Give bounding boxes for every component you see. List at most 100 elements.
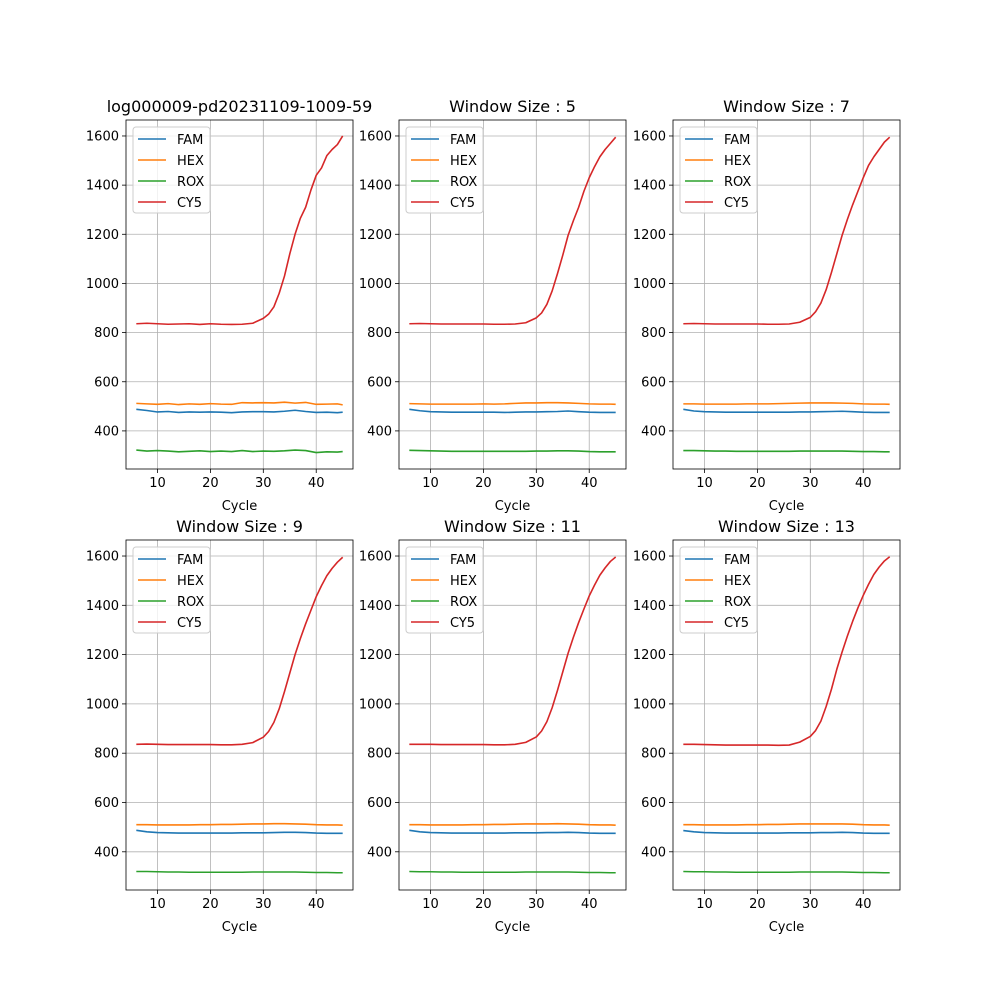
chart-title: Window Size : 11 <box>444 517 581 536</box>
series-line-hex <box>409 401 616 406</box>
series-line-hex <box>136 822 343 826</box>
y-tick-label: 1000 <box>359 277 392 292</box>
y-tick-label: 1200 <box>359 648 392 663</box>
chart-panel-3: 10 20 30 40 400 600 800 1000 1200 1400 1600 Cycle Wi… <box>633 97 901 514</box>
series-line-cy5 <box>136 556 344 746</box>
y-tick-label: 1400 <box>359 179 392 194</box>
y-tick-label: 1000 <box>633 697 666 712</box>
x-axis-label: Cycle <box>495 499 531 514</box>
x-tick-label: 10 <box>696 476 713 491</box>
y-tick-label: 1400 <box>633 179 666 194</box>
y-tick-label: 1200 <box>633 228 666 243</box>
x-tick-label: 20 <box>475 476 492 491</box>
series-line-hex <box>683 823 890 826</box>
y-tick-label: 1200 <box>633 648 666 663</box>
series-line-fam <box>136 829 343 835</box>
series-line-rox <box>683 870 890 874</box>
y-tick-label: 1600 <box>633 129 666 144</box>
x-tick-label: 30 <box>802 897 819 912</box>
y-tick-label: 1200 <box>359 228 392 243</box>
y-tick-label: 400 <box>641 845 666 860</box>
legend-box <box>132 126 211 214</box>
y-tick-label: 800 <box>94 747 119 762</box>
legend-label-hex: HEX <box>177 574 204 589</box>
legend-label-cy5: CY5 <box>724 196 749 211</box>
series-line-rox <box>683 449 890 453</box>
legend-label-fam: FAM <box>177 133 203 148</box>
series-line-rox <box>409 870 616 874</box>
y-tick-label: 800 <box>94 326 119 341</box>
x-tick-label: 30 <box>255 897 272 912</box>
x-tick-label: 20 <box>475 897 492 912</box>
legend-label-fam: FAM <box>724 553 750 568</box>
x-tick-label: 40 <box>581 476 598 491</box>
x-tick-label: 40 <box>855 476 872 491</box>
x-tick-label: 40 <box>855 897 872 912</box>
y-tick-label: 1200 <box>86 648 119 663</box>
y-tick-label: 1000 <box>633 277 666 292</box>
x-tick-label: 40 <box>308 897 325 912</box>
x-tick-label: 20 <box>202 897 219 912</box>
x-tick-label: 20 <box>202 476 219 491</box>
x-tick-label: 30 <box>528 897 545 912</box>
legend-label-rox: ROX <box>177 595 204 610</box>
x-tick-label: 40 <box>581 897 598 912</box>
y-tick-label: 600 <box>367 796 392 811</box>
y-tick-label: 400 <box>94 424 119 439</box>
x-axis-label: Cycle <box>495 920 531 935</box>
x-tick-label: 30 <box>255 476 272 491</box>
series-line-cy5 <box>409 556 617 746</box>
x-tick-label: 30 <box>802 476 819 491</box>
legend-label-cy5: CY5 <box>450 616 475 631</box>
chart-panel-6: 10 20 30 40 400 600 800 1000 1200 1400 1600 Cycle Wi… <box>633 517 901 935</box>
x-tick-label: 40 <box>308 476 325 491</box>
series-line-cy5 <box>409 136 617 326</box>
y-tick-label: 400 <box>367 424 392 439</box>
y-tick-label: 1600 <box>86 550 119 565</box>
legend: FAM HEX ROX CY5 <box>679 126 758 214</box>
series-line-fam <box>683 829 890 835</box>
series-line-rox <box>136 870 343 874</box>
chart-title: Window Size : 9 <box>176 517 303 536</box>
chart-title: Window Size : 7 <box>723 97 850 116</box>
y-tick-label: 1400 <box>359 599 392 614</box>
chart-title: log000009-pd20231109-1009-59 <box>107 97 373 116</box>
legend-label-rox: ROX <box>724 595 751 610</box>
legend-label-hex: HEX <box>450 154 477 169</box>
legend-label-rox: ROX <box>724 175 751 190</box>
series-line-cy5 <box>683 136 891 326</box>
legend-label-fam: FAM <box>450 553 476 568</box>
chart-panel-1: 10 20 30 40 400 600 800 1000 1200 1400 1600 Cycle lo… <box>86 97 372 514</box>
y-tick-label: 600 <box>641 375 666 390</box>
x-axis-label: Cycle <box>769 499 805 514</box>
axes-frame <box>672 119 901 470</box>
y-tick-label: 1200 <box>86 228 119 243</box>
legend-label-cy5: CY5 <box>177 196 202 211</box>
legend-box <box>679 126 758 214</box>
x-tick-label: 10 <box>422 897 439 912</box>
series-line-hex <box>409 822 616 826</box>
y-tick-label: 1000 <box>359 697 392 712</box>
y-tick-label: 400 <box>94 845 119 860</box>
legend: FAM HEX ROX CY5 <box>405 126 484 214</box>
x-tick-label: 10 <box>149 897 166 912</box>
legend-label-rox: ROX <box>450 175 477 190</box>
legend-box <box>405 126 484 214</box>
legend-box <box>405 546 484 634</box>
series-line-hex <box>683 402 890 406</box>
y-tick-label: 1000 <box>86 697 119 712</box>
chart-title: Window Size : 5 <box>449 97 576 116</box>
legend: FAM HEX ROX CY5 <box>679 546 758 634</box>
legend-label-hex: HEX <box>450 574 477 589</box>
y-tick-label: 1400 <box>86 599 119 614</box>
axes-frame <box>672 539 901 891</box>
x-tick-label: 20 <box>749 897 766 912</box>
y-tick-label: 600 <box>94 375 119 390</box>
legend-box <box>132 546 211 634</box>
series-line-fam <box>409 408 616 414</box>
axes-frame <box>398 119 627 470</box>
y-tick-label: 600 <box>367 375 392 390</box>
y-tick-label: 1400 <box>86 179 119 194</box>
legend-label-hex: HEX <box>177 154 204 169</box>
